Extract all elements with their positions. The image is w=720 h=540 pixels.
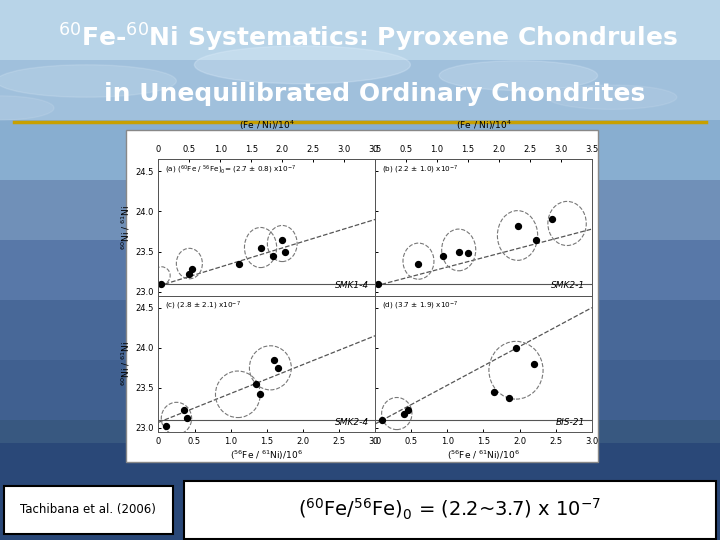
Point bbox=[233, 259, 245, 268]
Ellipse shape bbox=[439, 60, 598, 91]
FancyBboxPatch shape bbox=[126, 130, 598, 462]
Point bbox=[438, 251, 449, 260]
Bar bbox=[0, 480, 720, 540]
Point bbox=[184, 269, 195, 278]
Bar bbox=[0, 180, 720, 240]
Title: (Fe / Ni)/10$^4$: (Fe / Ni)/10$^4$ bbox=[239, 118, 294, 132]
Text: BIS-21: BIS-21 bbox=[556, 417, 585, 427]
Point bbox=[402, 406, 413, 415]
Bar bbox=[0, 240, 720, 300]
Point bbox=[453, 247, 464, 256]
Point bbox=[186, 265, 198, 273]
Point bbox=[269, 355, 280, 364]
Point bbox=[398, 409, 410, 418]
Point bbox=[512, 221, 523, 230]
Text: (c) (2.8 ± 2.1) x10$^{-7}$: (c) (2.8 ± 2.1) x10$^{-7}$ bbox=[165, 300, 241, 312]
Point bbox=[531, 235, 542, 244]
Point bbox=[276, 235, 288, 244]
Point bbox=[181, 414, 193, 423]
Ellipse shape bbox=[0, 96, 54, 120]
Point bbox=[372, 279, 384, 288]
Point bbox=[279, 247, 291, 256]
Point bbox=[377, 416, 388, 424]
Point bbox=[462, 249, 474, 258]
FancyBboxPatch shape bbox=[184, 481, 716, 539]
FancyBboxPatch shape bbox=[4, 486, 173, 534]
Point bbox=[255, 243, 266, 252]
Bar bbox=[0, 300, 720, 360]
X-axis label: ($^{56}$Fe / $^{61}$Ni)/10$^6$: ($^{56}$Fe / $^{61}$Ni)/10$^6$ bbox=[230, 449, 303, 462]
Text: $^{60}$Fe-$^{60}$Ni Systematics: Pyroxene Chondrules: $^{60}$Fe-$^{60}$Ni Systematics: Pyroxen… bbox=[58, 22, 678, 54]
Ellipse shape bbox=[0, 65, 176, 97]
Bar bbox=[0, 443, 720, 540]
Text: SMK1-4: SMK1-4 bbox=[335, 281, 369, 290]
Point bbox=[250, 380, 261, 388]
Point bbox=[267, 251, 279, 260]
Point bbox=[272, 363, 284, 372]
Ellipse shape bbox=[547, 85, 677, 109]
Point bbox=[253, 390, 265, 399]
Point bbox=[156, 279, 167, 288]
Bar bbox=[0, 60, 720, 120]
Title: (Fe / Ni)/10$^4$: (Fe / Ni)/10$^4$ bbox=[456, 118, 511, 132]
Point bbox=[528, 360, 540, 368]
Y-axis label: $^{60}$Ni / $^{61}$Ni: $^{60}$Ni / $^{61}$Ni bbox=[120, 205, 132, 250]
Y-axis label: $^{60}$Ni / $^{61}$Ni: $^{60}$Ni / $^{61}$Ni bbox=[120, 341, 132, 387]
Point bbox=[178, 406, 189, 415]
Ellipse shape bbox=[194, 46, 410, 84]
Bar bbox=[0, 360, 720, 420]
X-axis label: ($^{56}$Fe / $^{61}$Ni)/10$^6$: ($^{56}$Fe / $^{61}$Ni)/10$^6$ bbox=[447, 449, 520, 462]
Text: (a) ($^{60}$Fe / $^{56}$Fe)$_0$= (2.7 ± 0.8) x10$^{-7}$: (a) ($^{60}$Fe / $^{56}$Fe)$_0$= (2.7 ± … bbox=[165, 164, 296, 176]
Point bbox=[510, 343, 522, 352]
Text: Tachibana et al. (2006): Tachibana et al. (2006) bbox=[20, 503, 156, 516]
Text: SMK2-1: SMK2-1 bbox=[552, 281, 585, 290]
Point bbox=[160, 422, 171, 431]
Bar bbox=[0, 0, 720, 60]
Point bbox=[413, 259, 424, 268]
Text: ($^{60}$Fe/$^{56}$Fe)$_0$ = (2.2~3.7) x 10$^{-7}$: ($^{60}$Fe/$^{56}$Fe)$_0$ = (2.2~3.7) x … bbox=[298, 497, 602, 522]
Text: (b) (2.2 ± 1.0) x10$^{-7}$: (b) (2.2 ± 1.0) x10$^{-7}$ bbox=[382, 164, 458, 176]
Point bbox=[503, 393, 515, 402]
Bar bbox=[0, 120, 720, 180]
Bar bbox=[0, 420, 720, 480]
Point bbox=[489, 388, 500, 396]
Text: in Unequilibrated Ordinary Chondrites: in Unequilibrated Ordinary Chondrites bbox=[104, 83, 646, 106]
Point bbox=[546, 215, 557, 224]
Text: SMK2-4: SMK2-4 bbox=[335, 417, 369, 427]
Text: (d) (3.7 ± 1.9) x10$^{-7}$: (d) (3.7 ± 1.9) x10$^{-7}$ bbox=[382, 300, 458, 312]
